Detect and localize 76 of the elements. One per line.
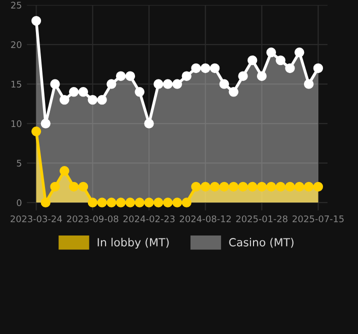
legend-label: In lobby (MT) (98, 238, 169, 249)
point (172, 79, 182, 89)
x-tick-label: 2025-01-28 (236, 215, 288, 222)
point (219, 182, 230, 192)
point (68, 182, 79, 192)
point (144, 118, 154, 128)
y-tick-label: 5 (16, 160, 22, 167)
point (313, 63, 324, 74)
point (256, 71, 267, 81)
point (191, 63, 201, 74)
point (285, 63, 295, 74)
point (285, 182, 295, 192)
x-tick-label: 2023-09-08 (67, 215, 118, 222)
point (116, 198, 126, 208)
x-tick-label: 2024-08-12 (180, 215, 231, 222)
point (172, 198, 182, 208)
point (276, 55, 286, 66)
point (116, 71, 126, 81)
legend-label: Casino (MT) (229, 238, 294, 248)
point (210, 182, 220, 192)
point (134, 87, 144, 97)
point (238, 71, 248, 81)
point (144, 198, 154, 208)
point (97, 198, 107, 208)
x-tick-label: 2023-03-24 (10, 215, 62, 222)
point (248, 55, 258, 66)
point (154, 198, 164, 208)
point (219, 79, 230, 89)
point (228, 87, 238, 97)
point (266, 182, 276, 192)
point (31, 126, 42, 136)
point (162, 198, 173, 208)
point (68, 87, 79, 97)
point (50, 182, 60, 192)
point (200, 63, 210, 74)
point (162, 79, 173, 89)
point (304, 182, 314, 192)
point (294, 182, 304, 192)
point (106, 198, 116, 208)
y-tick-label: 0 (16, 199, 22, 206)
point (154, 79, 164, 89)
point (200, 182, 210, 192)
point (40, 198, 51, 208)
point (50, 79, 60, 89)
point (134, 198, 144, 208)
point (60, 166, 70, 176)
point (182, 71, 192, 81)
point (182, 198, 192, 208)
point (125, 198, 136, 208)
point (60, 94, 70, 105)
point (97, 94, 107, 105)
point (78, 182, 88, 192)
y-tick-label: 25 (11, 2, 22, 9)
point (88, 198, 98, 208)
point (191, 182, 201, 192)
point (266, 48, 276, 58)
point (313, 182, 324, 192)
point (106, 79, 116, 89)
point (78, 87, 88, 97)
point (304, 79, 314, 89)
y-tick-label: 15 (11, 80, 22, 88)
y-tick-label: 10 (11, 120, 22, 128)
point (210, 63, 220, 74)
x-tick-label: 2025-07-15 (292, 215, 344, 222)
point (248, 182, 258, 192)
point (125, 71, 136, 81)
point (31, 16, 42, 26)
point (276, 182, 286, 192)
point (294, 48, 304, 58)
point (228, 182, 238, 192)
point (88, 94, 98, 105)
point (40, 118, 51, 128)
y-tick-label: 20 (11, 41, 22, 48)
point (238, 182, 248, 192)
point (256, 182, 267, 192)
x-tick-label: 2024-02-23 (123, 215, 175, 222)
